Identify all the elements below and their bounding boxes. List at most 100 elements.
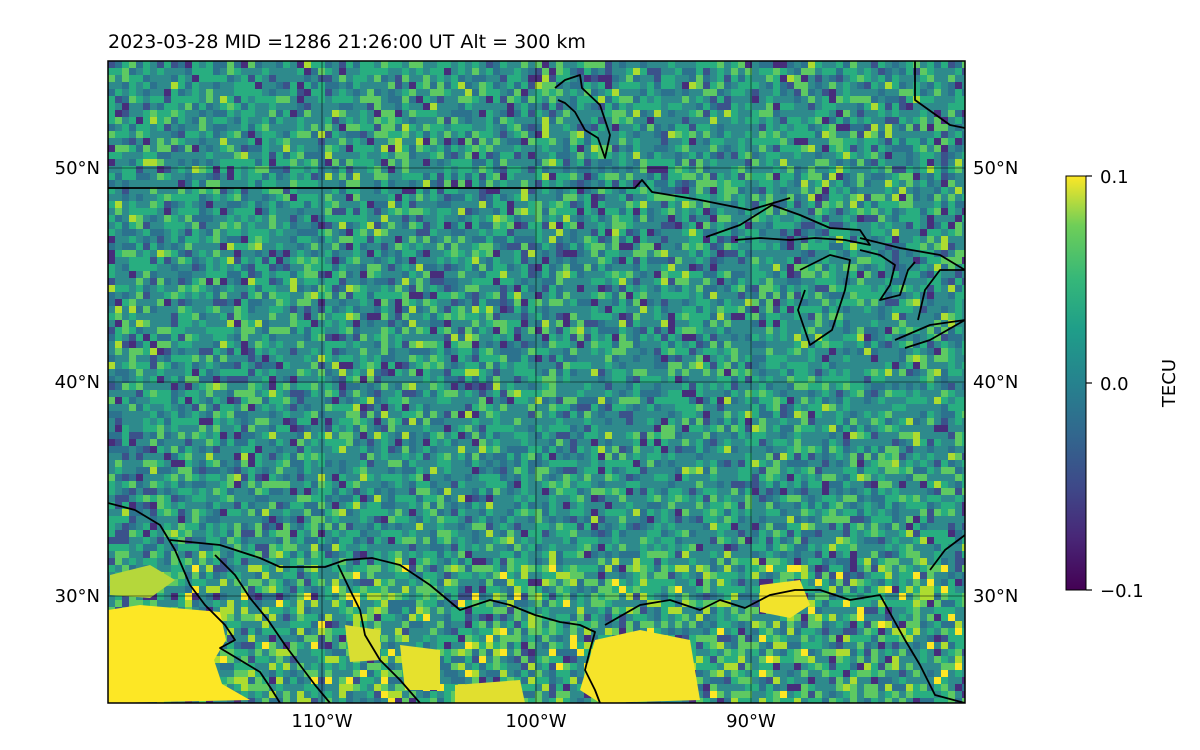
tec-cell <box>899 418 906 425</box>
tec-cell <box>472 173 479 180</box>
tec-cell <box>787 306 794 313</box>
tec-cell <box>507 334 514 341</box>
tec-cell <box>773 173 780 180</box>
tec-cell <box>367 362 374 369</box>
tec-cell <box>794 488 801 495</box>
tec-cell <box>395 96 402 103</box>
tec-cell <box>654 180 661 187</box>
tec-cell <box>577 320 584 327</box>
tec-cell <box>759 418 766 425</box>
tec-cell <box>920 243 927 250</box>
tec-cell <box>367 103 374 110</box>
tec-cell <box>528 124 535 131</box>
tec-cell <box>535 313 542 320</box>
tec-cell <box>731 362 738 369</box>
tec-cell <box>619 61 626 68</box>
tec-cell <box>507 152 514 159</box>
tec-cell <box>472 208 479 215</box>
tec-cell <box>276 397 283 404</box>
tec-cell <box>164 327 171 334</box>
tec-cell <box>710 341 717 348</box>
tec-cell <box>493 264 500 271</box>
tec-cell <box>829 306 836 313</box>
tec-cell <box>633 159 640 166</box>
tec-cell <box>500 110 507 117</box>
tec-cell <box>612 348 619 355</box>
tec-cell <box>304 173 311 180</box>
tec-cell <box>409 306 416 313</box>
tec-cell <box>927 467 934 474</box>
tec-cell <box>458 96 465 103</box>
tec-cell <box>633 257 640 264</box>
tec-cell <box>906 96 913 103</box>
tec-cell <box>766 96 773 103</box>
tec-cell <box>416 208 423 215</box>
tec-cell <box>451 124 458 131</box>
tec-cell <box>528 327 535 334</box>
tec-cell <box>458 292 465 299</box>
tec-cell <box>871 159 878 166</box>
tec-cell <box>955 397 962 404</box>
tec-cell <box>472 89 479 96</box>
tec-cell <box>696 236 703 243</box>
tec-cell <box>395 474 402 481</box>
tec-cell <box>766 362 773 369</box>
tec-cell <box>262 341 269 348</box>
tec-cell <box>892 103 899 110</box>
tec-cell <box>724 320 731 327</box>
tec-cell <box>458 75 465 82</box>
tec-cell <box>899 495 906 502</box>
tec-cell <box>941 481 948 488</box>
tec-cell <box>283 376 290 383</box>
tec-cell <box>416 243 423 250</box>
tec-cell <box>388 201 395 208</box>
tec-cell <box>381 341 388 348</box>
tec-cell <box>696 250 703 257</box>
tec-cell <box>598 222 605 229</box>
tec-cell <box>360 215 367 222</box>
tec-cell <box>129 82 136 89</box>
tec-cell <box>129 222 136 229</box>
tec-cell <box>815 208 822 215</box>
tec-cell <box>381 425 388 432</box>
tec-cell <box>353 124 360 131</box>
tec-cell <box>752 138 759 145</box>
tec-cell <box>570 271 577 278</box>
tec-cell <box>521 222 528 229</box>
tec-cell <box>472 138 479 145</box>
tec-cell <box>129 348 136 355</box>
tec-cell <box>332 278 339 285</box>
tec-cell <box>619 292 626 299</box>
tec-cell <box>269 208 276 215</box>
tec-cell <box>395 327 402 334</box>
tec-cell <box>549 208 556 215</box>
tec-cell <box>437 418 444 425</box>
tec-cell <box>122 124 129 131</box>
tec-cell <box>171 460 178 467</box>
tec-cell <box>591 460 598 467</box>
tec-cell <box>500 208 507 215</box>
tec-cell <box>248 404 255 411</box>
tec-cell <box>598 187 605 194</box>
tec-cell <box>661 320 668 327</box>
tec-cell <box>129 173 136 180</box>
tec-cell <box>479 439 486 446</box>
tec-cell <box>451 173 458 180</box>
tec-cell <box>430 82 437 89</box>
tec-cell <box>353 439 360 446</box>
tec-cell <box>318 327 325 334</box>
tec-cell <box>171 229 178 236</box>
tec-cell <box>164 103 171 110</box>
tec-cell <box>402 397 409 404</box>
tec-cell <box>234 362 241 369</box>
tec-cell <box>269 250 276 257</box>
tec-cell <box>451 334 458 341</box>
tec-cell <box>584 481 591 488</box>
tec-cell <box>430 411 437 418</box>
tec-cell <box>199 467 206 474</box>
tec-cell <box>696 299 703 306</box>
tec-cell <box>521 460 528 467</box>
tec-cell <box>472 495 479 502</box>
tec-cell <box>710 89 717 96</box>
tec-cell <box>479 495 486 502</box>
